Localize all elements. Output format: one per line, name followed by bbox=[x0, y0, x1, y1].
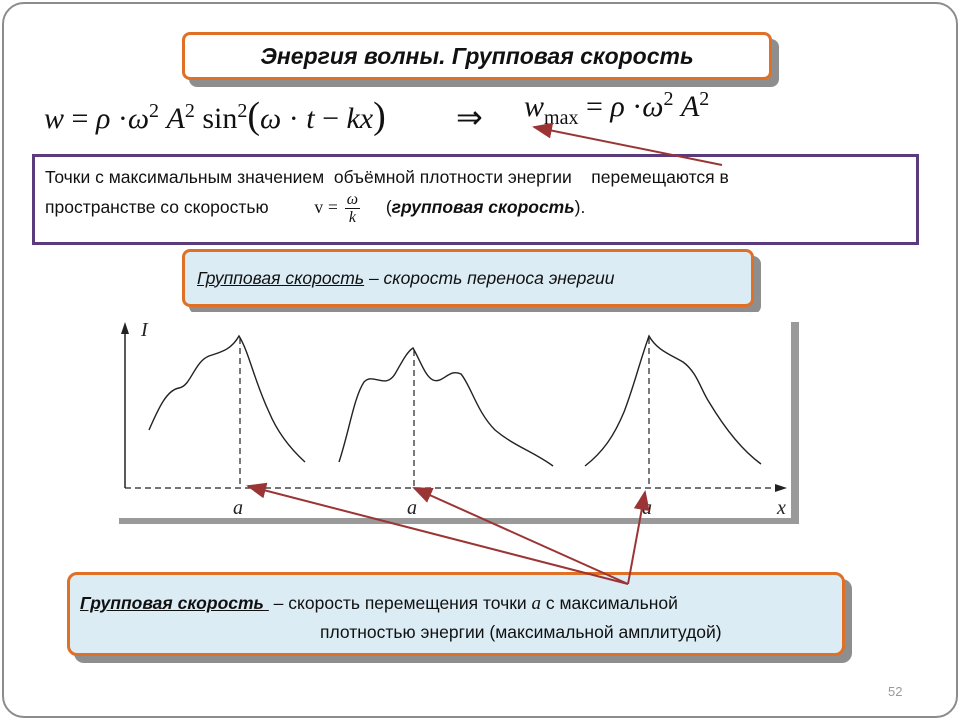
formula-kx: kx bbox=[346, 102, 374, 135]
wave-packet-svg: I x a a a bbox=[109, 312, 809, 524]
arrow-to-wmax bbox=[532, 122, 723, 166]
definition-energy-transfer: Групповая скорость – скорость переноса э… bbox=[182, 249, 754, 307]
arrow-to-mark-3 bbox=[627, 490, 650, 585]
y-axis-arrowhead bbox=[121, 322, 129, 334]
formula-sin: sin bbox=[202, 102, 238, 135]
formula-omega: ω bbox=[127, 102, 150, 135]
formula-dot: · bbox=[117, 102, 128, 135]
formula-wmax-omega-sq: 2 bbox=[663, 88, 674, 110]
x-axis-label: x bbox=[776, 497, 786, 519]
formula-A: A bbox=[166, 102, 185, 135]
paren-open: ( bbox=[385, 197, 392, 218]
arrow-to-mark-2 bbox=[412, 487, 629, 585]
definition2-text-a: – скорость перемещения точки bbox=[268, 593, 532, 613]
fraction-denominator: k bbox=[348, 209, 356, 226]
text-line-2-start: пространстве со скоростью bbox=[45, 197, 269, 218]
implies-symbol: ⇒ bbox=[456, 99, 483, 135]
formula-rparen: ) bbox=[373, 95, 386, 137]
peak-label-2: a bbox=[407, 497, 417, 519]
formula-minus: − bbox=[322, 102, 339, 135]
formula-wmax-equals: = bbox=[585, 90, 603, 123]
formula-wmax-A: A bbox=[680, 90, 700, 123]
x-axis-arrowhead bbox=[775, 484, 787, 492]
wave-packet-2 bbox=[338, 347, 554, 467]
wave-packet-graph: I x a a a bbox=[109, 312, 809, 524]
peak-label-1: a bbox=[233, 497, 243, 519]
group-velocity-bold: групповая скорость bbox=[391, 197, 575, 218]
paren-close: ). bbox=[574, 197, 586, 218]
formula-wmax-w: w bbox=[524, 90, 545, 123]
wave-packet-1 bbox=[148, 334, 306, 463]
velocity-equals: = bbox=[328, 197, 338, 218]
definition1-text: – скорость переноса энергии bbox=[364, 267, 615, 288]
formula-wmax-A-sq: 2 bbox=[699, 88, 710, 110]
formula-wmax-rho: ρ bbox=[610, 90, 625, 123]
graph-background bbox=[109, 312, 791, 518]
definition2-text-b: с максимальной bbox=[541, 593, 678, 613]
formula-equals: = bbox=[71, 102, 89, 135]
page-number: 52 bbox=[888, 684, 903, 699]
formula-A-sq: 2 bbox=[184, 100, 195, 122]
formula-omega-sq: 2 bbox=[149, 100, 160, 122]
arrow-to-mark-1 bbox=[246, 482, 629, 585]
wave-packet-3 bbox=[584, 334, 762, 467]
definition2-term: Групповая скорость bbox=[80, 593, 269, 613]
definition2-line1: Групповая скорость – скорость перемещени… bbox=[80, 593, 678, 615]
definition-point-motion: Групповая скорость – скорость перемещени… bbox=[67, 572, 845, 656]
slide-title: Энергия волны. Групповая скорость bbox=[260, 42, 694, 69]
omega-over-k-fraction: ω k bbox=[344, 191, 361, 226]
title-box: Энергия волны. Групповая скорость bbox=[182, 32, 772, 80]
formula-wmax-omega: ω bbox=[642, 90, 664, 123]
velocity-symbol: v bbox=[314, 197, 324, 218]
formula-w: w bbox=[44, 102, 65, 135]
y-axis-label: I bbox=[140, 319, 149, 341]
formula-lparen: ( bbox=[247, 95, 261, 137]
formula-rho: ρ bbox=[95, 102, 111, 135]
text-line-2: пространстве со скоростью v = ω k (групп… bbox=[45, 191, 906, 226]
definition2-line2: плотностью энергии (максимальной амплиту… bbox=[320, 622, 722, 642]
energy-density-formula: w = ρ ·ω2 A2 sin2(ω · t − kx) bbox=[44, 94, 386, 138]
formula-dot-2: · bbox=[288, 102, 299, 135]
group-velocity-text-box: Точки с максимальным значением объёмной … bbox=[32, 154, 919, 245]
formula-omega-2: ω bbox=[260, 102, 282, 135]
definition1-term: Групповая скорость bbox=[197, 267, 365, 288]
formula-t: t bbox=[306, 102, 315, 135]
fraction-numerator: ω bbox=[344, 191, 361, 209]
text-line-1: Точки с максимальным значением объёмной … bbox=[45, 167, 729, 187]
definition2-point-a: a bbox=[531, 593, 542, 614]
formula-wmax-dot: · bbox=[632, 90, 643, 123]
formula-sin-sq: 2 bbox=[237, 100, 248, 122]
wmax-formula: wmax = ρ ·ω2 A2 bbox=[524, 88, 710, 128]
